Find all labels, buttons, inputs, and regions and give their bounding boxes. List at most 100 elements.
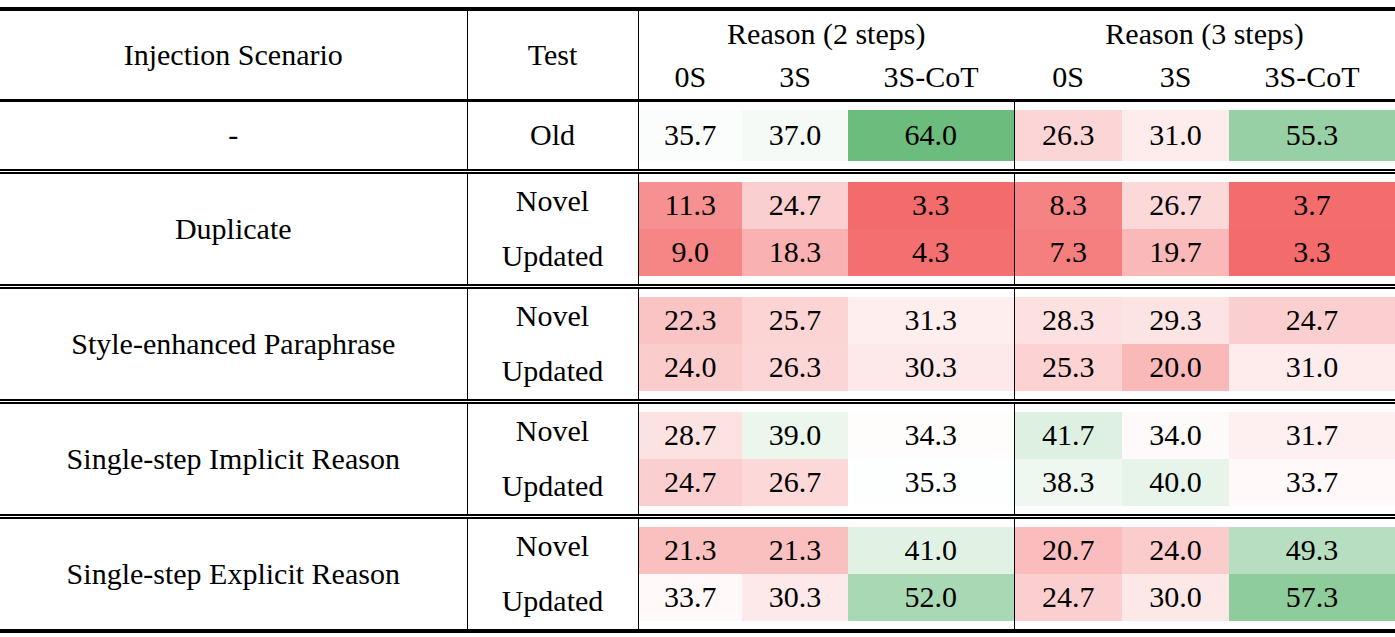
metric-value: 38.3	[1015, 459, 1123, 506]
metric-value: 30.3	[742, 574, 848, 621]
metric-value: 24.7	[639, 459, 743, 506]
metric-cell: 26.7	[1122, 171, 1229, 229]
table-header: Injection Scenario Test Reason (2 steps)…	[0, 9, 1395, 100]
metric-value: 52.0	[848, 574, 1014, 621]
metric-value: 24.0	[1122, 527, 1229, 574]
metric-value: 40.0	[1122, 459, 1229, 506]
table-row: - Old 35.7 37.0 64.0 26.3 31.0 55.3	[0, 100, 1395, 171]
header-reason-2-steps: Reason (2 steps)	[638, 9, 1014, 56]
metric-cell: 34.0	[1122, 401, 1229, 459]
metric-cell: 8.3	[1014, 171, 1122, 229]
header-injection-scenario: Injection Scenario	[0, 9, 467, 100]
metric-cell: 24.7	[1014, 574, 1122, 631]
scenario-label: -	[0, 100, 467, 171]
subheader-3s-cot: 3S-CoT	[1229, 56, 1395, 100]
subheader-3s: 3S	[1122, 56, 1229, 100]
metric-cell: 33.7	[1229, 459, 1395, 517]
metric-cell: 30.3	[848, 344, 1014, 402]
metric-cell: 35.7	[638, 100, 742, 171]
metric-value: 34.0	[1122, 412, 1229, 459]
metric-cell: 31.0	[1229, 344, 1395, 402]
metric-cell: 21.3	[638, 516, 742, 574]
metric-cell: 24.7	[742, 171, 848, 229]
test-label: Novel	[467, 171, 638, 229]
metric-value: 57.3	[1229, 574, 1395, 621]
metric-value: 26.3	[1015, 110, 1123, 161]
metric-cell: 34.3	[848, 401, 1014, 459]
metric-value: 34.3	[848, 412, 1014, 459]
metric-value: 25.7	[742, 297, 848, 344]
group-baseline: - Old 35.7 37.0 64.0 26.3 31.0 55.3	[0, 100, 1395, 171]
scenario-label: Duplicate	[0, 171, 467, 286]
metric-cell: 28.3	[1014, 286, 1122, 344]
metric-value: 41.0	[848, 527, 1014, 574]
metric-value: 21.3	[742, 527, 848, 574]
header-test: Test	[467, 9, 638, 100]
metric-cell: 55.3	[1229, 100, 1395, 171]
metric-cell: 25.7	[742, 286, 848, 344]
metric-value: 35.7	[639, 110, 743, 161]
metric-cell: 40.0	[1122, 459, 1229, 517]
metric-value: 26.7	[1122, 182, 1229, 229]
metric-cell: 9.0	[638, 229, 742, 287]
metric-value: 64.0	[848, 110, 1014, 161]
metric-value: 26.3	[742, 344, 848, 391]
test-label: Novel	[467, 286, 638, 344]
scenario-label: Single-step Implicit Reason	[0, 401, 467, 516]
header-reason-3-steps: Reason (3 steps)	[1014, 9, 1395, 56]
metric-cell: 33.7	[638, 574, 742, 631]
metric-value: 31.7	[1229, 412, 1395, 459]
metric-cell: 38.3	[1014, 459, 1122, 517]
metric-cell: 28.7	[638, 401, 742, 459]
metric-cell: 20.0	[1122, 344, 1229, 402]
metric-cell: 35.3	[848, 459, 1014, 517]
metric-cell: 21.3	[742, 516, 848, 574]
metric-cell: 30.3	[742, 574, 848, 631]
metric-cell: 57.3	[1229, 574, 1395, 631]
metric-cell: 31.7	[1229, 401, 1395, 459]
metric-cell: 30.0	[1122, 574, 1229, 631]
metric-cell: 24.0	[1122, 516, 1229, 574]
table-container: Injection Scenario Test Reason (2 steps)…	[0, 0, 1395, 633]
scenario-label: Single-step Explicit Reason	[0, 516, 467, 631]
metric-value: 31.0	[1229, 344, 1395, 391]
metric-cell: 22.3	[638, 286, 742, 344]
test-label: Novel	[467, 401, 638, 459]
metric-value: 24.0	[639, 344, 743, 391]
test-label: Old	[467, 100, 638, 171]
metric-value: 30.0	[1122, 574, 1229, 621]
metric-value: 31.3	[848, 297, 1014, 344]
metric-value: 35.3	[848, 459, 1014, 506]
metric-value: 28.7	[639, 412, 743, 459]
metric-value: 3.3	[1229, 229, 1395, 276]
metric-value: 31.0	[1122, 110, 1229, 161]
metric-cell: 18.3	[742, 229, 848, 287]
metric-cell: 29.3	[1122, 286, 1229, 344]
metric-cell: 26.3	[1014, 100, 1122, 171]
metric-value: 29.3	[1122, 297, 1229, 344]
metric-cell: 39.0	[742, 401, 848, 459]
subheader-0s: 0S	[638, 56, 742, 100]
metric-value: 9.0	[639, 229, 743, 276]
metric-value: 21.3	[639, 527, 743, 574]
metric-value: 37.0	[742, 110, 848, 161]
metric-cell: 31.3	[848, 286, 1014, 344]
metric-cell: 31.0	[1122, 100, 1229, 171]
subheader-3s: 3S	[742, 56, 848, 100]
test-label: Updated	[467, 344, 638, 402]
metric-cell: 37.0	[742, 100, 848, 171]
metric-value: 11.3	[639, 182, 743, 229]
metric-cell: 64.0	[848, 100, 1014, 171]
group-style-enhanced-paraphrase: Style-enhanced Paraphrase Novel 22.3 25.…	[0, 286, 1395, 401]
table-row: Duplicate Novel 11.3 24.7 3.3 8.3 26.7 3…	[0, 171, 1395, 229]
metric-value: 49.3	[1229, 527, 1395, 574]
metric-value: 24.7	[1229, 297, 1395, 344]
metric-cell: 25.3	[1014, 344, 1122, 402]
metric-cell: 41.7	[1014, 401, 1122, 459]
metric-cell: 24.7	[638, 459, 742, 517]
metric-cell: 3.3	[1229, 229, 1395, 287]
test-label: Updated	[467, 229, 638, 287]
group-single-step-explicit-reason: Single-step Explicit Reason Novel 21.3 2…	[0, 516, 1395, 631]
group-single-step-implicit-reason: Single-step Implicit Reason Novel 28.7 3…	[0, 401, 1395, 516]
metric-value: 33.7	[1229, 459, 1395, 506]
